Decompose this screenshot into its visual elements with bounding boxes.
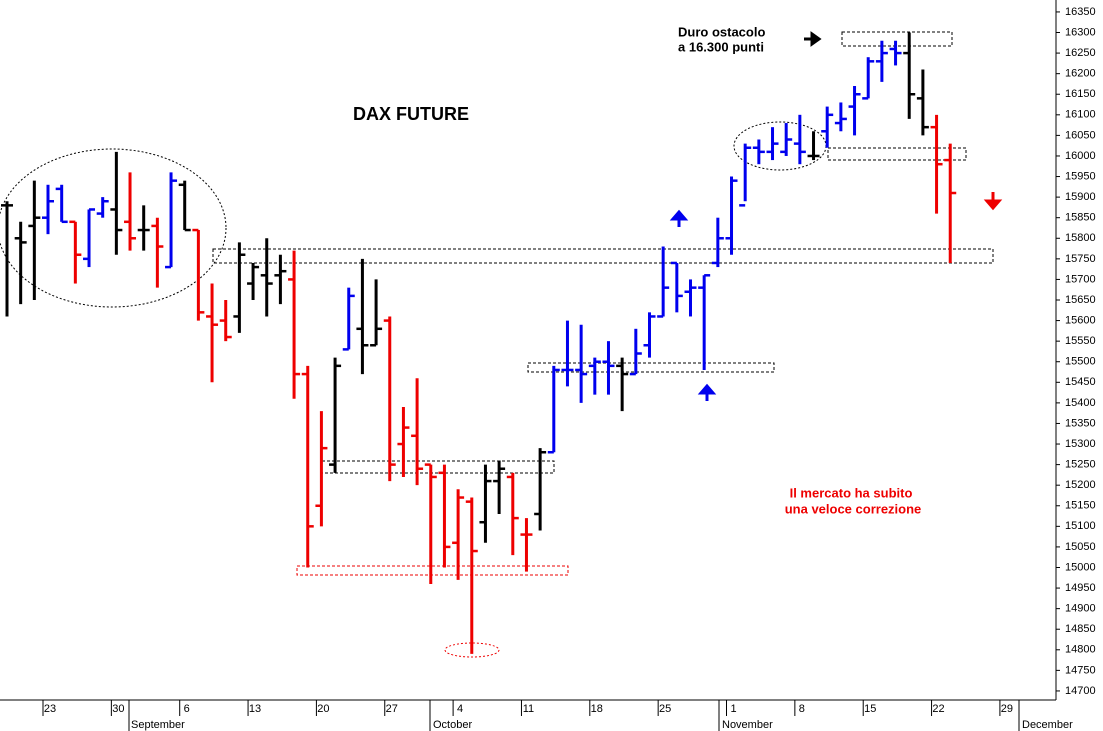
x-tick-label: 8 [799, 703, 805, 715]
y-tick-label: 14750 [1065, 664, 1096, 676]
y-tick-label: 15300 [1065, 438, 1096, 450]
y-tick-label: 16100 [1065, 109, 1096, 121]
x-tick-label: 15 [864, 703, 876, 715]
arrows [669, 31, 1003, 401]
y-tick-label: 15850 [1065, 212, 1096, 224]
annotation: Il mercato ha subito [790, 485, 913, 500]
zone [527, 362, 775, 373]
y-tick-label: 16150 [1065, 88, 1096, 100]
y-tick-label: 16200 [1065, 68, 1096, 80]
y-tick-label: 16350 [1065, 6, 1096, 18]
y-tick-label: 15950 [1065, 170, 1096, 182]
y-tick-label: 15450 [1065, 376, 1096, 388]
x-tick-label: 13 [249, 703, 261, 715]
chart-title: DAX FUTURE [353, 104, 469, 124]
x-tick-label: 23 [44, 703, 56, 715]
y-tick-label: 14800 [1065, 644, 1096, 656]
arrow [669, 209, 689, 227]
month-label: November [722, 719, 773, 731]
arrow [983, 192, 1003, 211]
x-tick-label: 22 [932, 703, 944, 715]
y-tick-label: 15250 [1065, 459, 1096, 471]
y-tick-label: 15100 [1065, 520, 1096, 532]
x-tick-label: 6 [184, 703, 190, 715]
ellipse [444, 642, 500, 658]
y-tick-label: 14900 [1065, 603, 1096, 615]
y-tick-label: 14700 [1065, 685, 1096, 697]
y-tick-label: 16250 [1065, 47, 1096, 59]
month-label: October [433, 719, 472, 731]
zone [296, 565, 569, 576]
x-tick-label: 29 [1001, 703, 1013, 715]
zone [212, 248, 994, 264]
y-tick-label: 15900 [1065, 191, 1096, 203]
y-tick-label: 15800 [1065, 232, 1096, 244]
x-tick-label: 27 [386, 703, 398, 715]
annotation: a 16.300 punti [678, 39, 764, 54]
x-tick-label: 11 [523, 703, 534, 715]
arrow [697, 383, 717, 401]
y-tick-label: 16000 [1065, 150, 1096, 162]
x-tick-label: 18 [591, 703, 603, 715]
arrow [804, 31, 822, 47]
y-tick-label: 15200 [1065, 479, 1096, 491]
zone [841, 31, 953, 47]
y-tick-label: 15550 [1065, 335, 1096, 347]
y-tick-label: 15050 [1065, 541, 1096, 553]
x-tick-label: 20 [317, 703, 329, 715]
x-tick-label: 1 [730, 703, 736, 715]
y-tick-label: 15500 [1065, 356, 1096, 368]
y-tick-label: 14850 [1065, 623, 1096, 635]
annotation: Duro ostacolo [678, 24, 765, 39]
month-label: September [131, 719, 185, 731]
x-tick-label: 4 [457, 703, 463, 715]
y-tick-label: 15600 [1065, 314, 1096, 326]
highlights [0, 31, 994, 658]
y-tick-label: 15700 [1065, 273, 1096, 285]
y-tick-label: 15650 [1065, 294, 1096, 306]
x-tick-label: 30 [112, 703, 124, 715]
y-tick-label: 15000 [1065, 561, 1096, 573]
month-label: December [1022, 719, 1073, 731]
y-tick-label: 16050 [1065, 129, 1096, 141]
x-tick-label: 25 [659, 703, 671, 715]
y-tick-label: 15150 [1065, 500, 1096, 512]
y-tick-label: 16300 [1065, 26, 1096, 38]
y-tick-label: 15750 [1065, 253, 1096, 265]
y-tick-label: 15350 [1065, 417, 1096, 429]
ellipse [0, 148, 227, 308]
y-tick-label: 15400 [1065, 397, 1096, 409]
annotation: una veloce correzione [785, 501, 922, 516]
y-tick-label: 14950 [1065, 582, 1096, 594]
